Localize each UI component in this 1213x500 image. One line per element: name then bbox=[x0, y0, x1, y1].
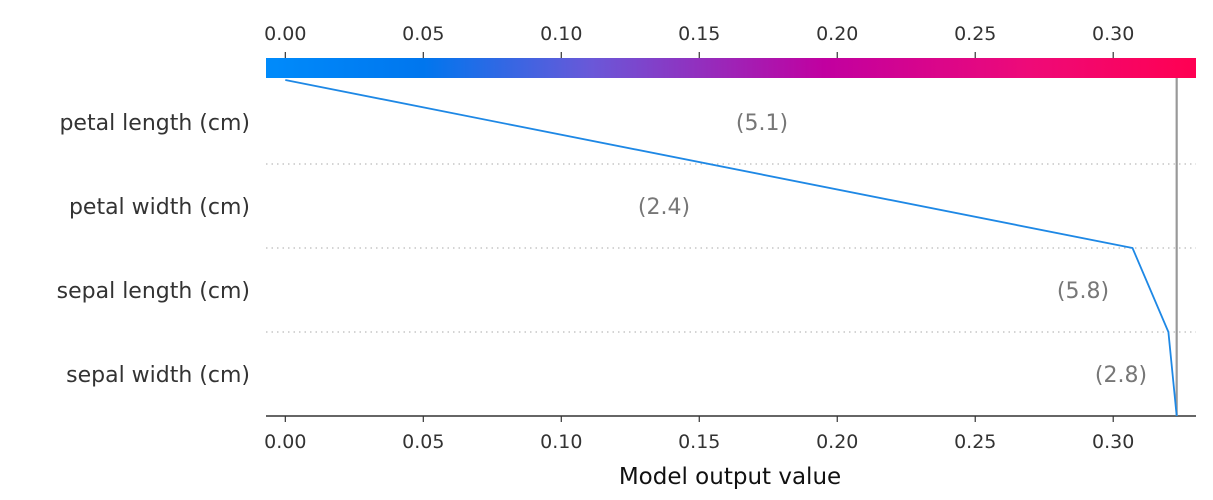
bottom-tick-label: 0.20 bbox=[816, 431, 858, 453]
top-tick-label: 0.25 bbox=[954, 23, 996, 45]
feature-value-label: (5.1) bbox=[736, 111, 788, 136]
feature-value-label: (2.4) bbox=[638, 195, 690, 220]
axes-layer: 0.00 0.05 0.10 0.15 0.20 0.25 0.30 0.00 0.05 0.10… bbox=[264, 23, 1196, 453]
feature-name-label: petal length (cm) bbox=[59, 111, 250, 136]
colorbar bbox=[266, 58, 1196, 78]
top-tick-label: 0.10 bbox=[540, 23, 582, 45]
top-tick-label: 0.15 bbox=[678, 23, 720, 45]
grid-layer bbox=[266, 163, 1196, 333]
top-tick-label: 0.20 bbox=[816, 23, 858, 45]
bottom-tick-label: 0.30 bbox=[1092, 431, 1134, 453]
bottom-tick-label: 0.10 bbox=[540, 431, 582, 453]
labels-layer: petal length (cm) (5.1) petal width (cm) (2… bbox=[57, 111, 1147, 388]
bottom-tick-label: 0.05 bbox=[402, 431, 444, 453]
feature-value-label: (5.8) bbox=[1057, 279, 1109, 304]
top-tick-label: 0.05 bbox=[402, 23, 444, 45]
feature-value-label: (2.8) bbox=[1095, 363, 1147, 388]
colorbar-layer bbox=[266, 58, 1196, 78]
bottom-tick-label: 0.15 bbox=[678, 431, 720, 453]
top-tick-label: 0.30 bbox=[1092, 23, 1134, 45]
feature-name-label: sepal length (cm) bbox=[57, 279, 250, 304]
top-tick-label: 0.00 bbox=[264, 23, 306, 45]
decision-path-line bbox=[285, 79, 1178, 417]
lines-layer bbox=[285, 78, 1178, 417]
feature-name-label: sepal width (cm) bbox=[66, 363, 250, 388]
bottom-tick-label: 0.00 bbox=[264, 431, 306, 453]
x-axis-label: Model output value bbox=[619, 464, 841, 490]
bottom-tick-label: 0.25 bbox=[954, 431, 996, 453]
feature-name-label: petal width (cm) bbox=[69, 195, 250, 220]
